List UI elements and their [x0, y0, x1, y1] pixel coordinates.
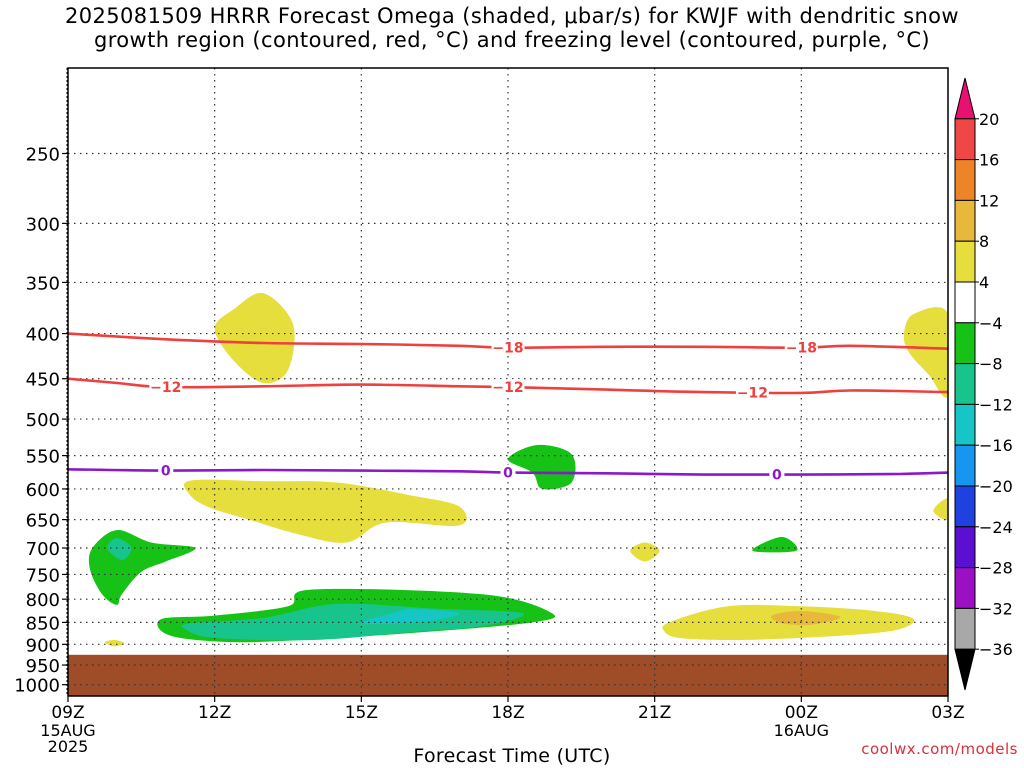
- contour-label-bg: [735, 384, 769, 401]
- x-tick-sublabel: 15AUG: [40, 721, 95, 740]
- contour-label-bg: [769, 466, 785, 483]
- omega-region: [933, 498, 948, 520]
- colorbar-tick-label: −24: [979, 518, 1013, 537]
- colorbar-band: [954, 648, 976, 691]
- contour-label: −12: [150, 380, 181, 396]
- omega-region: [630, 542, 660, 562]
- colorbar-band: [954, 526, 976, 569]
- x-tick-label: 12Z: [198, 703, 231, 723]
- contour-label: 0: [503, 466, 513, 482]
- omega-region: [771, 610, 841, 626]
- x-tick-label: 21Z: [638, 703, 671, 723]
- chart-title: 2025081509 HRRR Forecast Omega (shaded, …: [65, 4, 959, 52]
- y-tick-label: 700: [26, 539, 60, 560]
- y-tick-label: 950: [26, 656, 60, 677]
- colorbar-band: [954, 567, 976, 609]
- colorbar-band: [954, 159, 976, 201]
- x-tick-label: 15Z: [345, 703, 378, 723]
- colorbar-tick-label: 20: [979, 110, 999, 129]
- omega-region: [183, 479, 467, 543]
- colorbar-tick-label: −32: [979, 599, 1013, 618]
- omega-region: [88, 530, 196, 605]
- x-tick-sublabel: 16AUG: [774, 721, 829, 740]
- contour-label-bg: [491, 339, 525, 356]
- contour-layer: −18 −18 −12 −12 −12 0 0 0: [68, 332, 948, 484]
- contour-label-bg: [500, 464, 516, 481]
- grid-layer: [68, 68, 948, 696]
- x-tick-label: 09Z: [51, 703, 84, 723]
- y-tick-label: 600: [26, 480, 60, 501]
- y-tick-label: 450: [26, 370, 60, 391]
- contour-label-bg: [491, 379, 525, 396]
- colorbar-tick-label: −20: [979, 477, 1013, 496]
- contour-label: −18: [786, 341, 817, 357]
- colorbar-band: [954, 363, 976, 405]
- colorbar-band: [954, 485, 976, 528]
- x-tick-label: 03Z: [931, 703, 964, 723]
- y-tick-label: 750: [26, 565, 60, 586]
- x-tick-label: 00Z: [785, 703, 818, 723]
- colorbar-tick-label: −36: [979, 640, 1013, 659]
- colorbar-band: [954, 403, 976, 446]
- x-tick-label: 18Z: [491, 703, 524, 723]
- y-tick-label: 350: [26, 273, 60, 294]
- y-tick-label: 650: [26, 511, 60, 532]
- colorbar-tick-label: −16: [979, 436, 1013, 455]
- contour-label-bg: [784, 339, 818, 356]
- x-tick-sublabel: 2025: [48, 737, 89, 756]
- y-tick-label: 300: [26, 214, 60, 235]
- colorbar-band: [954, 199, 976, 242]
- colorbar-band: [954, 281, 976, 324]
- x-axis-label: Forecast Time (UTC): [413, 745, 611, 767]
- y-tick-label: 900: [26, 635, 60, 656]
- contour-label: 0: [161, 464, 171, 480]
- colorbar-tick-label: −4: [979, 314, 1003, 333]
- y-tick-label: 850: [26, 613, 60, 634]
- colorbar-tick-label: 16: [979, 151, 999, 170]
- colorbar: 20 16 12 8 4 −4 −8 −12 −16 −20 −24 −28 −32 −36: [954, 77, 1013, 691]
- contour-label: −12: [737, 386, 768, 402]
- omega-region: [107, 538, 132, 560]
- omega-region: [752, 536, 798, 553]
- y-tick-label: 500: [26, 410, 60, 431]
- colorbar-band: [954, 118, 976, 161]
- colorbar-tick-label: −12: [979, 395, 1013, 414]
- colorbar-tick-label: 4: [979, 273, 989, 292]
- omega-region: [214, 292, 295, 384]
- colorbar-tick-label: 8: [979, 232, 989, 251]
- contour-label: −12: [492, 380, 523, 396]
- contour-label-bg: [149, 379, 183, 396]
- contour-label-bg: [158, 462, 174, 479]
- colorbar-tick-label: −8: [979, 355, 1003, 374]
- omega-region: [104, 639, 125, 647]
- colorbar-band: [954, 607, 976, 650]
- contour-label: −18: [492, 341, 523, 357]
- y-tick-label: 550: [26, 447, 60, 468]
- y-tick-label: 400: [26, 325, 60, 346]
- colorbar-band: [954, 240, 976, 283]
- omega-region: [507, 444, 576, 490]
- omega-region: [903, 307, 948, 398]
- colorbar-band: [954, 444, 976, 487]
- source-watermark: coolwx.com/models: [861, 740, 1018, 758]
- axis-layer: 2503003504004505005506006507007508008509…: [14, 67, 965, 756]
- colorbar-tick-label: 12: [979, 191, 999, 210]
- colorbar-band: [954, 322, 976, 365]
- y-tick-label: 800: [26, 590, 60, 611]
- y-tick-label: 250: [26, 144, 60, 165]
- colorbar-tick-label: −28: [979, 559, 1013, 578]
- omega-region: [360, 608, 460, 625]
- y-tick-label: 1000: [14, 676, 60, 697]
- contour-label: 0: [772, 468, 782, 484]
- colorbar-band: [954, 77, 976, 120]
